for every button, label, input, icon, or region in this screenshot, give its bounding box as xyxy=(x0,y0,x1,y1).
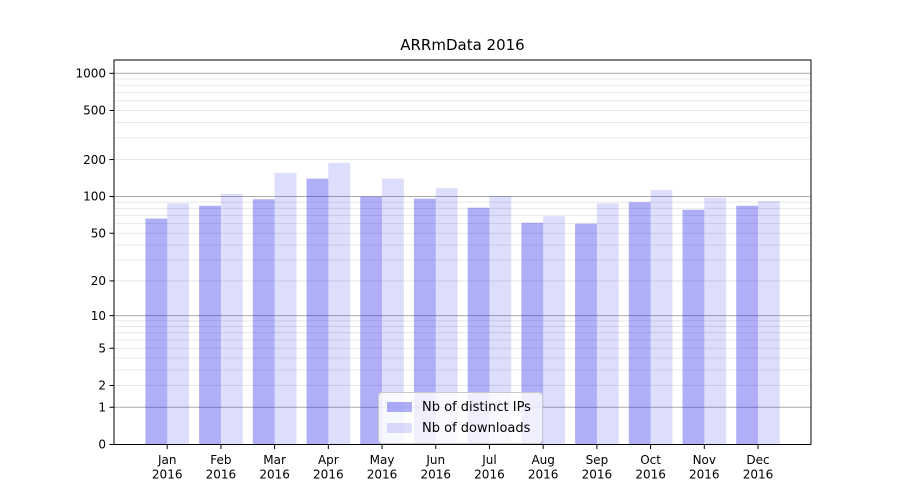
x-tick-label-year: 2016 xyxy=(259,468,290,482)
bar-distinct-ips-5 xyxy=(413,198,436,445)
x-tick-label-year: 2016 xyxy=(528,468,559,482)
x-tick-label-year: 2016 xyxy=(152,468,183,482)
x-tick-label-year: 2016 xyxy=(635,468,666,482)
bar-distinct-ips-11 xyxy=(736,205,759,445)
y-tick-label: 100 xyxy=(83,190,106,204)
bar-downloads-6 xyxy=(489,196,512,445)
bar-downloads-3 xyxy=(328,162,351,445)
y-tick-label: 200 xyxy=(83,153,106,167)
x-tick-label-year: 2016 xyxy=(689,468,720,482)
legend-swatch-distinct-ips xyxy=(387,402,412,412)
bar-distinct-ips-6 xyxy=(467,207,490,445)
bar-downloads-10 xyxy=(704,197,727,445)
y-tick-label: 10 xyxy=(91,309,106,323)
bar-downloads-1 xyxy=(220,193,243,445)
bar-downloads-11 xyxy=(758,200,780,445)
bar-distinct-ips-3 xyxy=(306,178,329,445)
bar-distinct-ips-10 xyxy=(682,209,705,445)
bar-distinct-ips-7 xyxy=(521,222,544,445)
x-tick-label-month: Feb xyxy=(210,453,231,467)
x-tick-label-year: 2016 xyxy=(313,468,344,482)
legend-item-downloads: Nb of downloads xyxy=(387,420,531,436)
y-tick-label: 20 xyxy=(91,274,106,288)
x-tick-label-month: Nov xyxy=(693,453,716,467)
y-tick-label: 0 xyxy=(98,438,106,452)
bar-distinct-ips-4 xyxy=(360,196,383,445)
bar-distinct-ips-1 xyxy=(199,205,221,445)
chart-title: ARRmData 2016 xyxy=(400,36,525,54)
x-tick-label-month: Apr xyxy=(318,453,339,467)
y-tick-label: 50 xyxy=(91,226,106,240)
y-tick-label: 500 xyxy=(83,104,106,118)
bar-downloads-8 xyxy=(596,203,619,445)
bar-downloads-7 xyxy=(543,216,565,445)
x-tick-label-year: 2016 xyxy=(582,468,613,482)
x-tick-label-year: 2016 xyxy=(367,468,398,482)
x-tick-label-month: Mar xyxy=(263,453,286,467)
x-tick-label-month: Jun xyxy=(425,453,445,467)
plot-border xyxy=(113,59,812,445)
x-tick-label-month: May xyxy=(370,453,395,467)
legend-item-distinct-ips: Nb of distinct IPs xyxy=(387,399,531,415)
bar-downloads-0 xyxy=(167,203,189,445)
x-tick-label-month: Jul xyxy=(481,453,496,467)
bar-distinct-ips-8 xyxy=(575,223,597,445)
x-tick-label-month: Dec xyxy=(746,453,769,467)
x-tick-label-month: Sep xyxy=(586,453,609,467)
x-tick-label-month: Jan xyxy=(157,453,177,467)
x-tick-label-year: 2016 xyxy=(206,468,237,482)
x-tick-label-month: Oct xyxy=(640,453,661,467)
bar-downloads-4 xyxy=(382,178,404,445)
legend-label-distinct-ips: Nb of distinct IPs xyxy=(422,399,531,415)
bar-distinct-ips-9 xyxy=(628,202,651,445)
legend-label-downloads: Nb of downloads xyxy=(422,420,531,436)
x-tick-label-year: 2016 xyxy=(743,468,774,482)
bar-downloads-2 xyxy=(274,172,297,445)
bar-downloads-9 xyxy=(650,190,673,445)
bar-downloads-5 xyxy=(435,188,458,445)
y-tick-label: 2 xyxy=(98,379,106,393)
x-tick-label-month: Aug xyxy=(531,453,554,467)
legend: Nb of distinct IPs Nb of downloads xyxy=(378,392,543,444)
bar-distinct-ips-0 xyxy=(145,218,168,445)
y-tick-label: 1 xyxy=(98,400,106,414)
x-tick-label-year: 2016 xyxy=(420,468,451,482)
y-tick-label: 1000 xyxy=(75,67,106,81)
bar-distinct-ips-2 xyxy=(252,199,275,445)
y-tick-label: 5 xyxy=(98,341,106,355)
x-tick-label-year: 2016 xyxy=(474,468,505,482)
legend-swatch-downloads xyxy=(387,423,412,433)
